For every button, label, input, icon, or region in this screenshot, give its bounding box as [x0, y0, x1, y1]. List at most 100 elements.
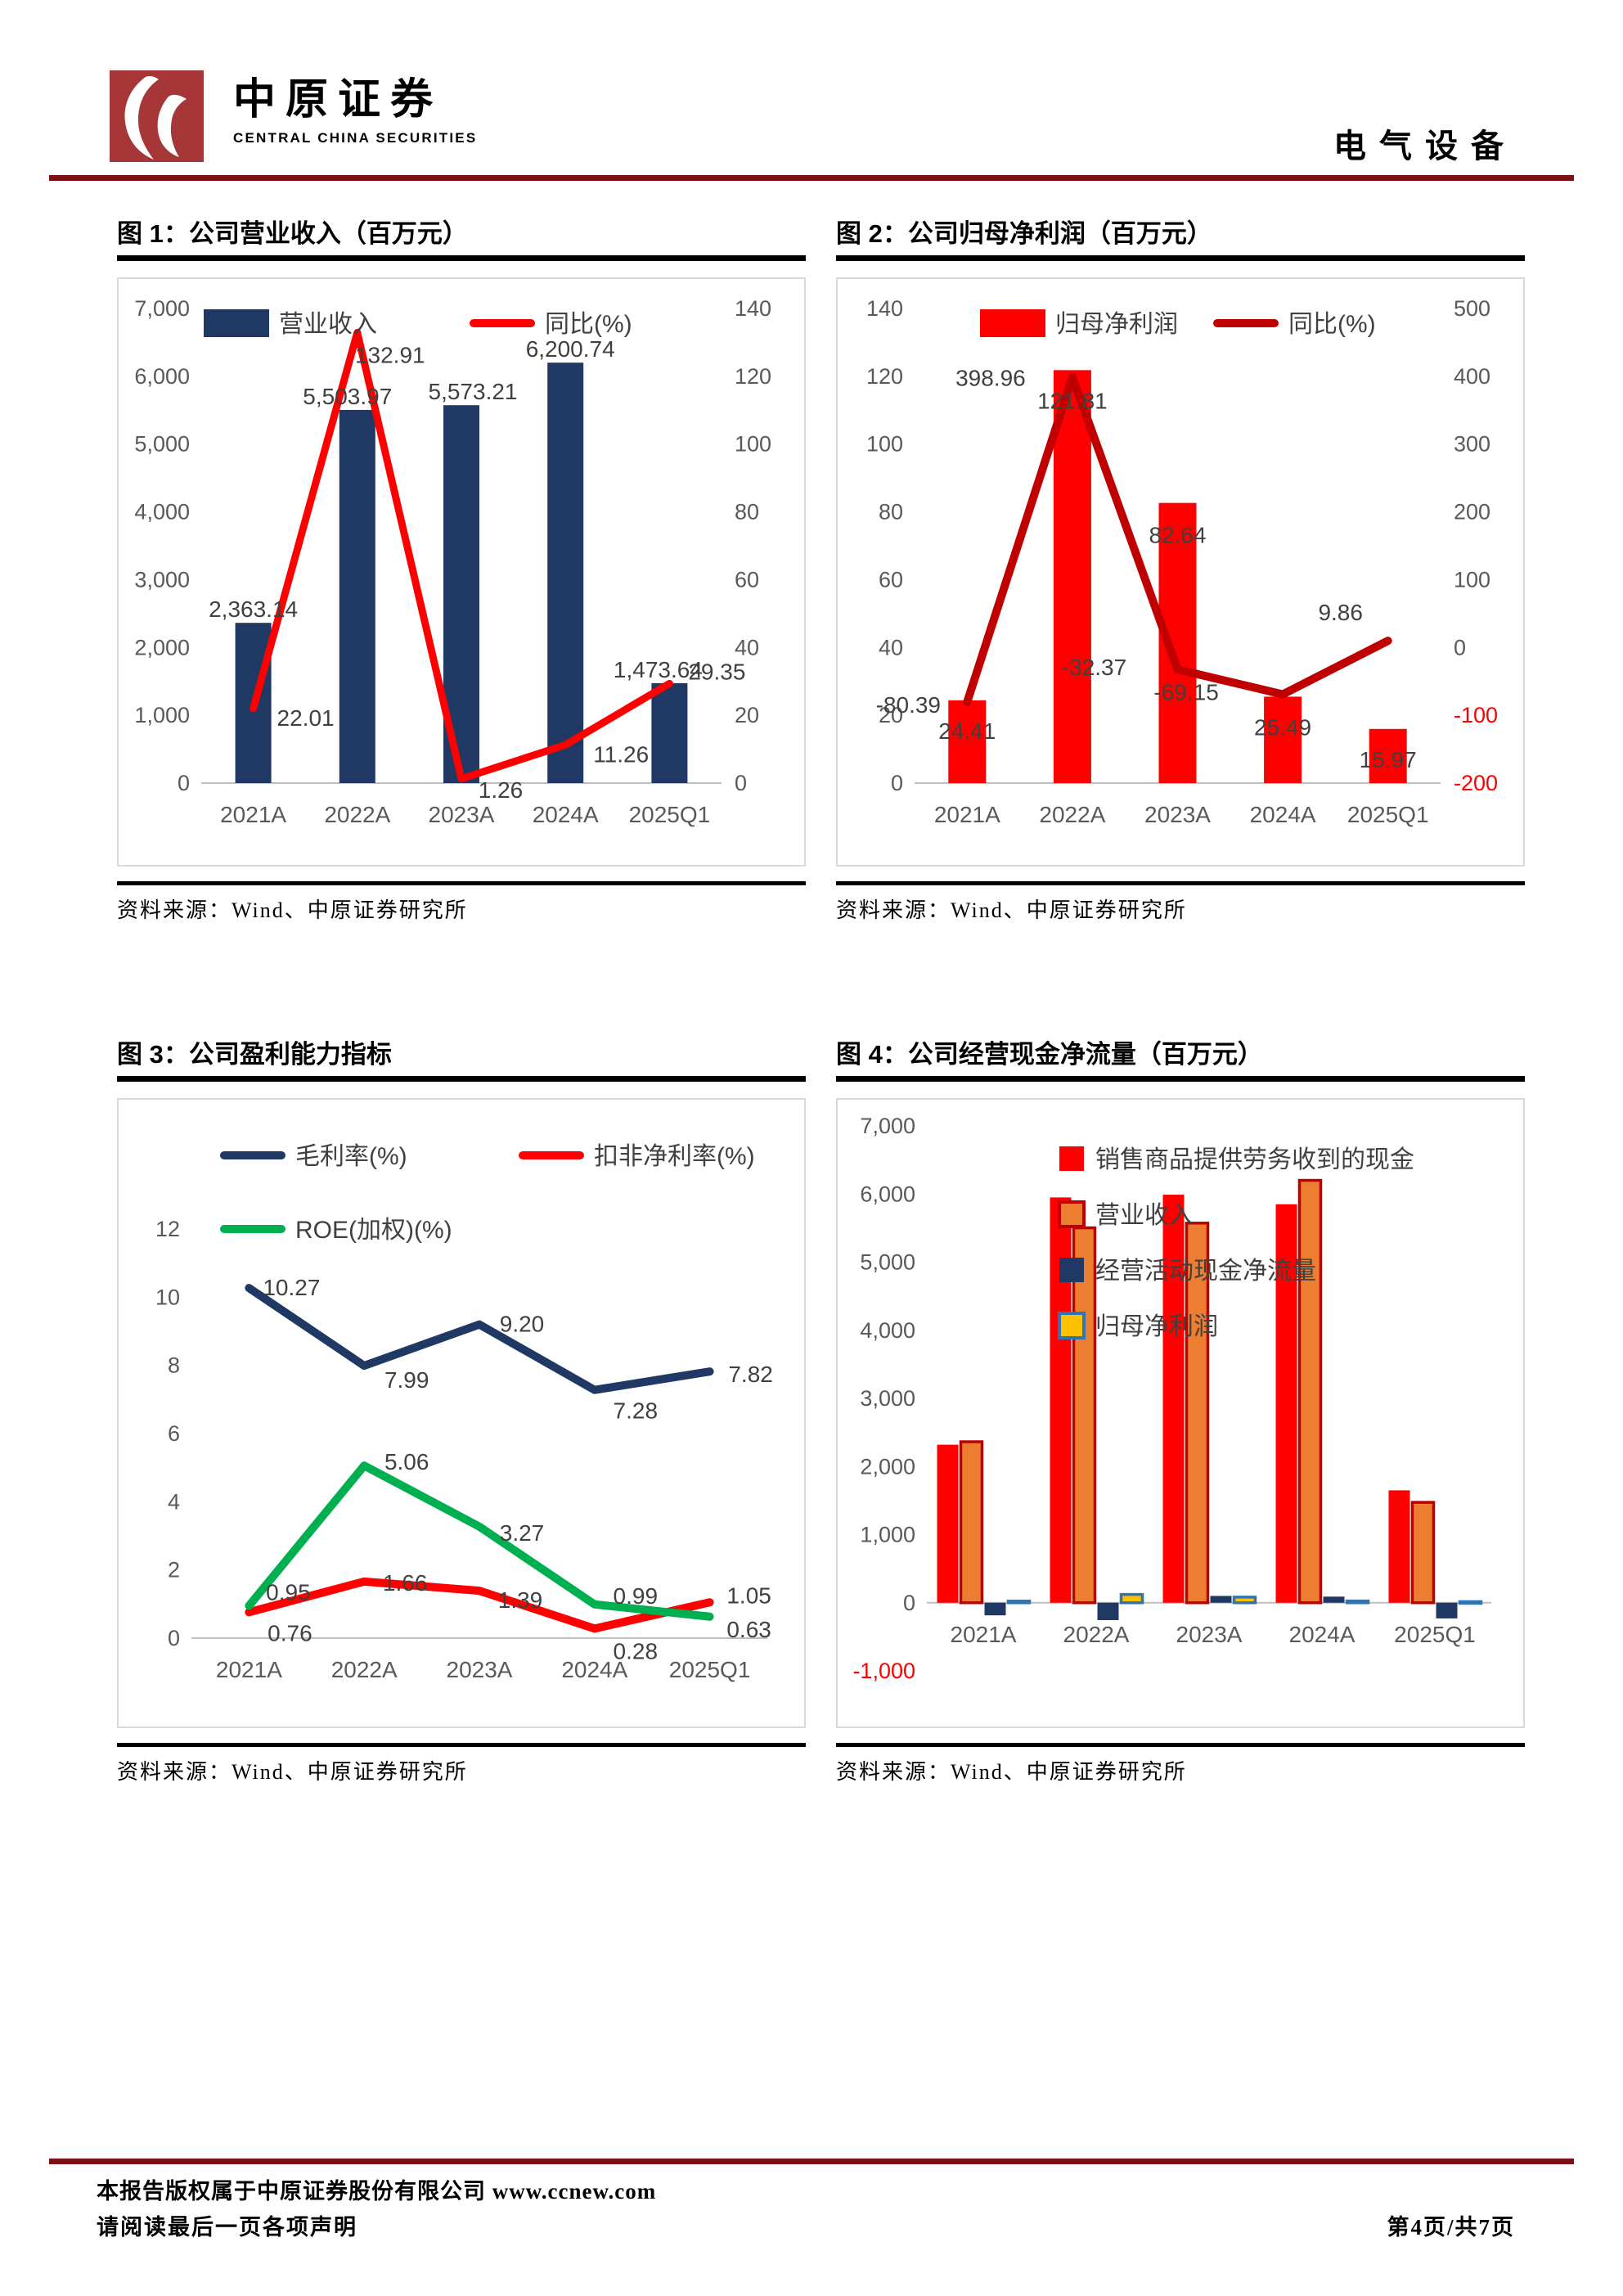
data-labels: 22.01 132.91 1.26 11.26 29.35 — [277, 342, 746, 802]
title-divider — [836, 1076, 1525, 1082]
svg-text:5,503.97: 5,503.97 — [303, 384, 392, 409]
svg-text:2022A: 2022A — [1063, 1622, 1130, 1647]
svg-text:80: 80 — [735, 500, 759, 524]
svg-text:扣非净利率(%): 扣非净利率(%) — [594, 1143, 755, 1170]
svg-text:2021A: 2021A — [220, 802, 286, 827]
svg-text:9.20: 9.20 — [500, 1312, 545, 1337]
svg-text:22.01: 22.01 — [277, 705, 335, 731]
svg-text:5,000: 5,000 — [134, 432, 190, 457]
legend: 营业收入 同比(%) — [204, 309, 632, 338]
footer-disclaimer: 请阅读最后一页各项声明 — [97, 2215, 357, 2240]
svg-text:2,000: 2,000 — [134, 635, 190, 660]
svg-text:82.64: 82.64 — [1149, 523, 1206, 548]
svg-text:2022A: 2022A — [324, 802, 390, 827]
svg-text:3,000: 3,000 — [860, 1386, 915, 1411]
source-label: 资料来源：Wind、中原证券研究所 — [117, 1760, 468, 1784]
svg-text:2022A: 2022A — [331, 1657, 398, 1682]
svg-text:140: 140 — [735, 296, 771, 321]
svg-text:1.66: 1.66 — [383, 1570, 428, 1596]
svg-text:7,000: 7,000 — [860, 1114, 915, 1138]
svg-text:-32.37: -32.37 — [1062, 655, 1126, 680]
svg-text:29.35: 29.35 — [688, 659, 745, 684]
bar-series — [235, 362, 688, 784]
svg-text:2023A: 2023A — [429, 802, 495, 827]
svg-text:2023A: 2023A — [447, 1657, 513, 1682]
svg-text:10: 10 — [155, 1285, 180, 1309]
svg-text:7.28: 7.28 — [614, 1398, 659, 1424]
svg-text:2022A: 2022A — [1039, 802, 1105, 827]
left-axis-ticks: 0 1,000 2,000 3,000 4,000 5,000 6,000 7,000 — [134, 296, 190, 795]
svg-text:2023A: 2023A — [1144, 802, 1211, 827]
brand-name-cn: 中原证券 — [233, 77, 443, 124]
svg-text:2024A: 2024A — [1250, 802, 1316, 827]
category-labels: 2021A 2022A 2023A 2024A 2025Q1 — [934, 802, 1429, 827]
svg-text:398.96: 398.96 — [955, 366, 1026, 391]
svg-text:0: 0 — [178, 771, 190, 795]
svg-text:ROE(加权)(%): ROE(加权)(%) — [295, 1217, 452, 1244]
svg-text:7.82: 7.82 — [728, 1362, 773, 1387]
bar-series — [948, 370, 1407, 783]
svg-text:6,000: 6,000 — [860, 1182, 915, 1206]
svg-text:1.39: 1.39 — [498, 1587, 543, 1613]
svg-text:6,000: 6,000 — [134, 364, 190, 389]
left-axis-ticks: 0 20 40 60 80 100 120 140 — [866, 296, 903, 795]
svg-text:2,363.14: 2,363.14 — [209, 597, 298, 622]
chart-card-profitability: 图 3：公司盈利能力指标 0 2 4 6 8 10 12 2021A 2022A 2023A 202… — [117, 1038, 806, 1785]
svg-text:5,000: 5,000 — [860, 1250, 915, 1275]
svg-text:2021A: 2021A — [934, 802, 1000, 827]
line-series — [245, 1284, 714, 1394]
chart-frame: 0 2 4 6 8 10 12 2021A 2022A 2023A 2024A 2025Q1 10.27… — [117, 1098, 806, 1728]
title-divider — [836, 255, 1525, 261]
header-logo: 中原证券 CENTRAL CHINA SECURITIES — [110, 70, 477, 162]
source-divider — [117, 881, 806, 885]
svg-text:132.91: 132.91 — [355, 342, 425, 367]
svg-text:20: 20 — [735, 703, 759, 727]
svg-text:40: 40 — [879, 635, 903, 660]
svg-text:2024A: 2024A — [561, 1657, 627, 1682]
line-series — [963, 372, 1392, 706]
svg-text:500: 500 — [1454, 296, 1490, 321]
svg-text:1,000: 1,000 — [134, 703, 190, 727]
line-series — [250, 328, 673, 783]
svg-text:-69.15: -69.15 — [1153, 680, 1218, 705]
svg-text:6: 6 — [168, 1421, 180, 1446]
footer-page-number: 第4页/共7页 — [1387, 2215, 1515, 2240]
svg-text:2,000: 2,000 — [860, 1454, 915, 1479]
svg-text:0.95: 0.95 — [266, 1579, 311, 1605]
chart-title: 图 4：公司经营现金净流量（百万元） — [836, 1040, 1263, 1069]
chart-canvas-profitability: 0 2 4 6 8 10 12 2021A 2022A 2023A 2024A 2025Q1 10.27… — [155, 1143, 773, 1682]
svg-text:2: 2 — [168, 1558, 180, 1582]
svg-text:60: 60 — [735, 567, 759, 592]
category-labels: 2021A 2022A 2023A 2024A 2025Q1 — [220, 802, 710, 827]
svg-text:100: 100 — [1454, 567, 1490, 592]
bar-series — [959, 1178, 1436, 1605]
left-axis-ticks: -1,000 0 1,000 2,000 3,000 4,000 5,000 6,000 7,0… — [852, 1114, 915, 1683]
svg-text:12: 12 — [155, 1217, 180, 1241]
svg-text:100: 100 — [866, 432, 903, 457]
chart-canvas-cash-flow: -1,000 0 1,000 2,000 3,000 4,000 5,000 6,000 7,0… — [852, 1114, 1491, 1683]
svg-text:归母净利润: 归母净利润 — [1095, 1313, 1218, 1340]
svg-text:24.41: 24.41 — [938, 718, 996, 744]
chart-canvas-net-profit: 0 20 40 60 80 100 120 140 -200 -100 0 100 200 300 400 5… — [866, 296, 1498, 827]
source-label: 资料来源：Wind、中原证券研究所 — [836, 1760, 1187, 1784]
svg-text:3,000: 3,000 — [134, 567, 190, 592]
source-divider — [836, 1743, 1525, 1747]
brand-text: 中原证券 CENTRAL CHINA SECURITIES — [233, 70, 477, 146]
svg-text:0.63: 0.63 — [726, 1617, 771, 1642]
chart-title: 图 1：公司营业收入（百万元） — [117, 219, 468, 248]
svg-text:10.27: 10.27 — [263, 1275, 320, 1300]
line-series — [245, 1461, 714, 1621]
svg-text:7.99: 7.99 — [384, 1367, 429, 1393]
svg-text:2025Q1: 2025Q1 — [669, 1657, 751, 1682]
svg-text:4,000: 4,000 — [134, 500, 190, 524]
legend: 毛利率(%) 扣非净利率(%) ROE(加权)(%) — [220, 1143, 755, 1244]
svg-text:2025Q1: 2025Q1 — [1394, 1622, 1476, 1647]
source-label: 资料来源：Wind、中原证券研究所 — [117, 898, 468, 922]
chart-card-cash-flow: 图 4：公司经营现金净流量（百万元） -1,000 0 1,000 2,000 3,00… — [836, 1038, 1525, 1785]
category-labels: 2021A 2022A 2023A 2024A 2025Q1 — [216, 1657, 751, 1682]
svg-text:100: 100 — [735, 432, 771, 457]
svg-text:200: 200 — [1454, 500, 1490, 524]
left-axis-ticks: 0 2 4 6 8 10 12 — [155, 1217, 180, 1650]
footer-divider — [49, 2159, 1574, 2164]
chart-title: 图 3：公司盈利能力指标 — [117, 1040, 392, 1069]
